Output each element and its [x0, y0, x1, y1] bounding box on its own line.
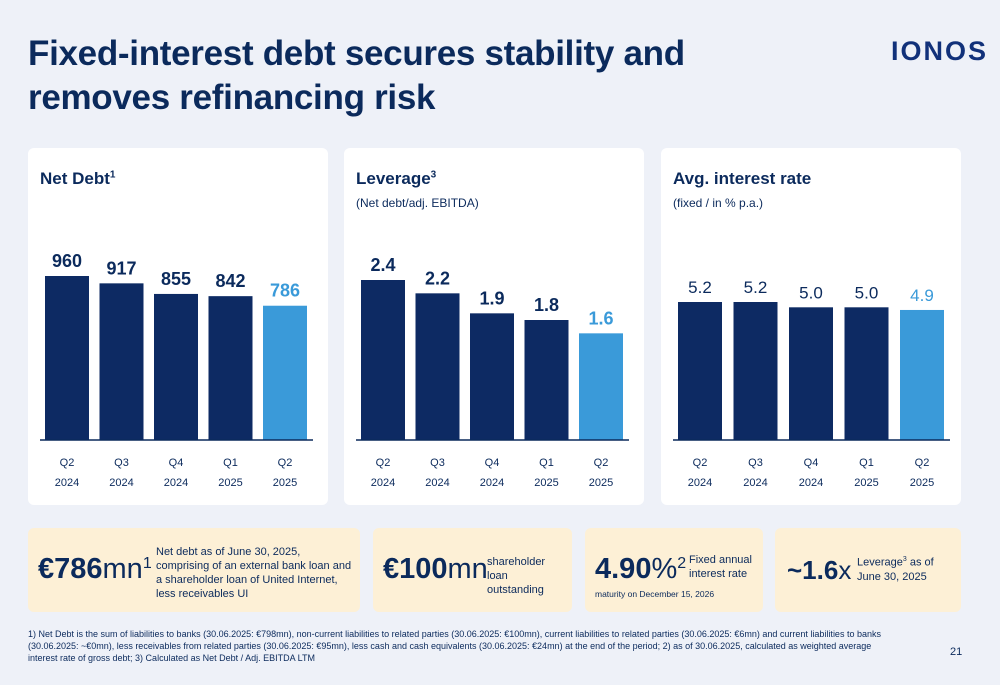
bar [470, 313, 514, 440]
bar [361, 280, 405, 440]
kpi-shareholder-loan: €100mn shareholder loan outstanding [373, 528, 572, 612]
data-label: 4.9 [910, 286, 934, 305]
bar [524, 320, 569, 440]
interest-rate-card: Avg. interest rate (fixed / in % p.a.) 5… [661, 148, 961, 505]
tick-label: Q4 [485, 457, 500, 469]
net-debt-card: Net Debt1 960 Q2 2024 917 Q3 2024 855 Q4 2024 842… [28, 148, 328, 505]
tick-label: Q2 [278, 457, 293, 469]
data-label: 1.6 [588, 308, 613, 328]
kpi-leverage: ~1.6x Leverage3 as of June 30, 2025 [775, 528, 961, 612]
tick-label: 2025 [910, 477, 934, 489]
kpi-net-debt: €786mn1 Net debt as of June 30, 2025, co… [28, 528, 360, 612]
tick-label: Q1 [859, 457, 874, 469]
tick-label: 2025 [218, 477, 242, 489]
data-label: 917 [106, 258, 136, 278]
chart-title: Avg. interest rate [673, 169, 812, 188]
tick-label: Q2 [594, 457, 609, 469]
tick-label: Q3 [430, 457, 445, 469]
kpi-value: €100mn [383, 553, 488, 585]
data-label: 842 [215, 271, 245, 291]
bar [678, 302, 722, 440]
bar [154, 293, 198, 440]
tick-label: 2025 [534, 477, 558, 489]
tick-label: 2024 [799, 477, 823, 489]
bar [415, 293, 460, 440]
data-label: 2.2 [425, 268, 450, 288]
page-number: 21 [950, 646, 963, 658]
bar [208, 296, 253, 440]
chart-title: Net Debt1 [40, 169, 116, 188]
tick-label: 2025 [273, 477, 297, 489]
net-debt-chart: 960 Q2 2024 917 Q3 2024 855 Q4 2024 842 Q1 2025 786 Q… [40, 251, 313, 489]
kpi-value: €786mn1 [38, 553, 152, 585]
data-label: 1.8 [534, 295, 559, 315]
kpi-interest-rate: 4.90%2 Fixed annual interest rate maturi… [585, 528, 763, 612]
data-label: 2.4 [370, 255, 395, 275]
bar [45, 276, 89, 440]
leverage-card: Leverage3 (Net debt/adj. EBITDA) 2.4 Q2 20… [344, 148, 644, 505]
tick-label: Q4 [169, 457, 184, 469]
kpi-description: Leverage3 as of June 30, 2025 [857, 556, 934, 583]
chart-subtitle: (Net debt/adj. EBITDA) [356, 196, 479, 210]
chart-title: Leverage3 [356, 169, 437, 188]
kpi-note: maturity on December 15, 2026 [595, 589, 715, 599]
kpi-description: Net debt as of June 30, 2025, comprising… [156, 546, 352, 600]
kpi-description: shareholder loan outstanding [487, 556, 546, 596]
tick-label: Q3 [748, 457, 763, 469]
interest-rate-chart: 5.2 Q2 2024 5.2 Q3 2024 5.0 Q4 2024 5.0 Q1 2025 4.9 Q… [673, 278, 950, 489]
data-label: 855 [161, 269, 191, 289]
data-label: 5.2 [688, 278, 712, 297]
data-label: 5.2 [744, 278, 768, 297]
tick-label: 2025 [854, 477, 878, 489]
bar [579, 333, 623, 440]
page-title: Fixed-interest debt secures stability an… [28, 34, 685, 117]
bar [99, 283, 144, 440]
bar [844, 307, 889, 440]
tick-label: 2024 [55, 477, 79, 489]
tick-label: Q4 [804, 457, 819, 469]
kpi-value: ~1.6x [787, 555, 852, 585]
data-label: 960 [52, 251, 82, 271]
tick-label: 2024 [371, 477, 395, 489]
tick-label: Q2 [915, 457, 930, 469]
data-label: 786 [270, 281, 300, 301]
tick-label: 2024 [743, 477, 767, 489]
tick-label: Q1 [223, 457, 238, 469]
bar [733, 302, 778, 440]
bar [789, 307, 833, 440]
footnotes: 1) Net Debt is the sum of liabilities to… [28, 629, 881, 663]
data-label: 5.0 [799, 283, 823, 302]
kpi-value: 4.90%2 [595, 553, 687, 585]
tick-label: 2024 [688, 477, 712, 489]
tick-label: Q2 [693, 457, 708, 469]
data-label: 5.0 [855, 283, 879, 302]
tick-label: Q1 [539, 457, 554, 469]
tick-label: Q3 [114, 457, 129, 469]
tick-label: 2024 [425, 477, 449, 489]
leverage-chart: 2.4 Q2 2024 2.2 Q3 2024 1.9 Q4 2024 1.8 Q1 2025 1.6 Q… [356, 255, 629, 489]
tick-label: Q2 [376, 457, 391, 469]
tick-label: 2024 [164, 477, 188, 489]
ionos-logo: IONOS [891, 36, 989, 66]
chart-subtitle: (fixed / in % p.a.) [673, 196, 764, 210]
tick-label: Q2 [60, 457, 75, 469]
tick-label: 2024 [109, 477, 133, 489]
data-label: 1.9 [479, 288, 504, 308]
kpi-description: Fixed annual interest rate [689, 554, 752, 580]
tick-label: 2025 [589, 477, 613, 489]
bar [900, 309, 944, 440]
tick-label: 2024 [480, 477, 504, 489]
bar [263, 305, 307, 440]
